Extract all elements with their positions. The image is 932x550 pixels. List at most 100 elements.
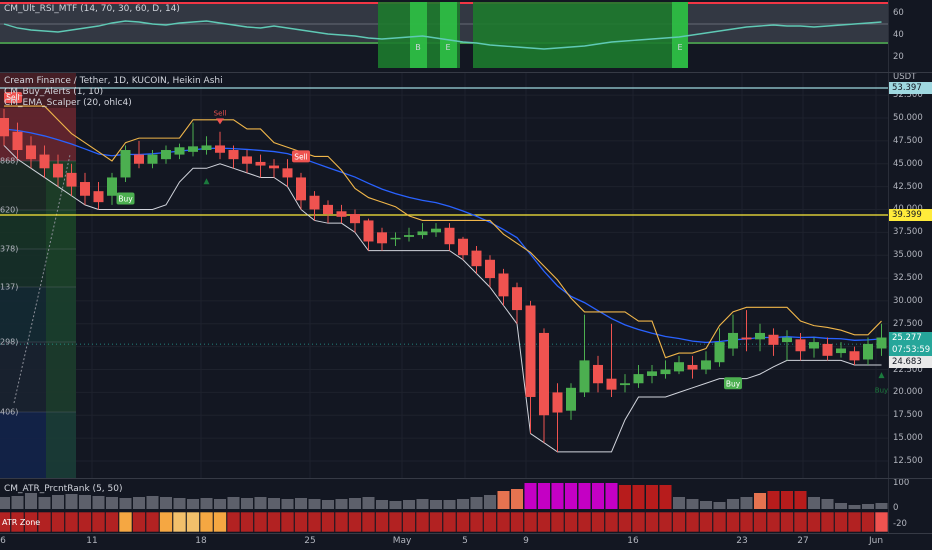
- atr-rank-bar: [808, 497, 820, 509]
- atr-rank-bar: [592, 483, 604, 509]
- atr-rank-bar: [106, 497, 118, 509]
- price-axis-label: 30.000: [893, 295, 923, 306]
- atr-zone-cell: [874, 511, 888, 533]
- atr-rank-bar: [25, 493, 37, 509]
- atr-rank-bar: [295, 498, 307, 509]
- atr-zone-cell: [105, 511, 119, 533]
- atr-rank-bar: [376, 500, 388, 509]
- bull-candle: [120, 145, 131, 183]
- support-line: [3, 145, 882, 453]
- candle-body: [228, 150, 239, 160]
- legend-buy-alerts[interactable]: CM_Buy_Alerts (1, 10): [4, 87, 104, 97]
- rsi-legend: CM_Ult_RSI_MTF (14, 70, 30, 60, D, 14): [4, 4, 180, 14]
- atr-zone-cell: [780, 511, 794, 533]
- candle-body: [687, 364, 698, 370]
- bull-candle: [809, 337, 819, 358]
- bear-candle: [822, 337, 833, 361]
- rsi-pane[interactable]: B E E CM_Ult_RSI_MTF (14, 70, 30, 60, D, 1…: [0, 0, 888, 72]
- atr-rank-bar: [767, 491, 780, 509]
- atr-zone-cell: [10, 511, 25, 533]
- candle-body: [66, 172, 77, 187]
- rsi-axis[interactable]: 60 40 20: [888, 0, 932, 72]
- candle-body: [552, 392, 563, 413]
- candle-body: [471, 250, 482, 267]
- candle-body: [782, 337, 792, 343]
- pane-divider-2[interactable]: [0, 478, 932, 479]
- candle-body: [215, 145, 225, 153]
- legend-ema-scalper[interactable]: CM_EMA_Scalper (20, ohlc4): [4, 98, 132, 108]
- candle-body: [512, 287, 522, 311]
- bear-candle: [485, 255, 495, 288]
- rsi-line: [3, 20, 882, 50]
- price-axis[interactable]: USDT 52.50050.00047.50045.00042.50040.00…: [888, 73, 932, 478]
- bear-candle: [282, 159, 293, 187]
- atr-rank-bar: [781, 491, 793, 509]
- atr-rank-bar: [848, 505, 861, 509]
- candle-body: [120, 150, 131, 178]
- time-label-27: 27: [797, 536, 809, 546]
- atr-rank-bar: [713, 502, 726, 509]
- atr-rank-bar: [160, 497, 172, 509]
- atr-zone-cell: [847, 511, 862, 533]
- atr-zone-cell: [186, 511, 200, 533]
- time-axis[interactable]: 6 11 18 25 May 5 9 16 23 27 Jun: [0, 534, 932, 550]
- candle-body: [728, 332, 738, 349]
- atr-rank-bar: [538, 483, 550, 509]
- atr-zone-cell: [820, 511, 835, 533]
- time-label-23: 23: [736, 536, 748, 546]
- buy-arrow-icon: [203, 178, 210, 185]
- atr-zone-cell: [240, 511, 254, 533]
- atr-rank-bar: [214, 499, 226, 509]
- candle-body: [147, 154, 158, 164]
- bull-candle: [431, 223, 441, 237]
- candle-body: [336, 211, 347, 217]
- atr-rank-bar: [389, 501, 402, 509]
- candle-body: [53, 163, 63, 178]
- bear-candle: [66, 163, 77, 196]
- time-label-16: 16: [627, 536, 639, 546]
- candle-body: [26, 145, 36, 160]
- atr-rank-bar: [430, 500, 442, 509]
- bear-candle: [687, 355, 698, 379]
- atr-rank-bar: [754, 493, 766, 509]
- bear-candle: [444, 223, 455, 251]
- candle-body: [714, 342, 725, 363]
- bear-candle: [242, 150, 252, 173]
- candle-body: [350, 214, 360, 224]
- atr-legend: CM_ATR_PrcntRank (5, 50): [4, 484, 123, 494]
- bull-candle: [107, 172, 117, 205]
- fib-zone-green: [46, 161, 76, 478]
- atr-zone-cell: [159, 511, 173, 533]
- atr-rank-bar: [349, 498, 361, 509]
- price-axis-label: 32.500: [893, 273, 923, 284]
- candle-body: [579, 360, 590, 393]
- bear-candle: [350, 209, 360, 233]
- atr-axis-100: 100: [893, 479, 910, 488]
- atr-rank-bar: [119, 498, 132, 509]
- candle-body: [255, 161, 266, 166]
- atr-zone-cell: [145, 511, 160, 533]
- signal-tag-label: Buy: [726, 379, 741, 388]
- signal-tag-bg: [116, 192, 135, 205]
- symbol-title[interactable]: Cream Finance / Tether, 1D, KUCOIN, Heik…: [4, 76, 223, 86]
- atr-plot: [0, 483, 888, 533]
- candle-body: [836, 348, 846, 354]
- price-axis-label: 47.500: [893, 135, 923, 146]
- atr-rank-bar: [146, 496, 159, 509]
- atr-zone-cell: [37, 511, 52, 533]
- atr-rank-bar: [470, 497, 483, 509]
- bear-candle: [0, 108, 9, 146]
- candle-body: [822, 343, 833, 356]
- bear-candle: [53, 154, 63, 187]
- price-axis-label: 22.500: [893, 364, 923, 375]
- countdown-tag: 07:53:59: [889, 344, 932, 357]
- time-label-6: 6: [0, 536, 6, 546]
- atr-zone-cell: [672, 511, 686, 533]
- atr-pane[interactable]: CM_ATR_PrcntRank (5, 50) ATR Zone: [0, 479, 888, 533]
- atr-axis[interactable]: 100 0 -20: [888, 479, 932, 533]
- fib-label-6: 406): [0, 407, 19, 417]
- pane-divider-1[interactable]: [0, 72, 932, 73]
- bull-candle: [633, 364, 644, 388]
- main-chart-pane[interactable]: Buy Sell Buy Sell Sell Buy Cream Finance / Te…: [0, 73, 888, 478]
- candle-body: [701, 360, 711, 370]
